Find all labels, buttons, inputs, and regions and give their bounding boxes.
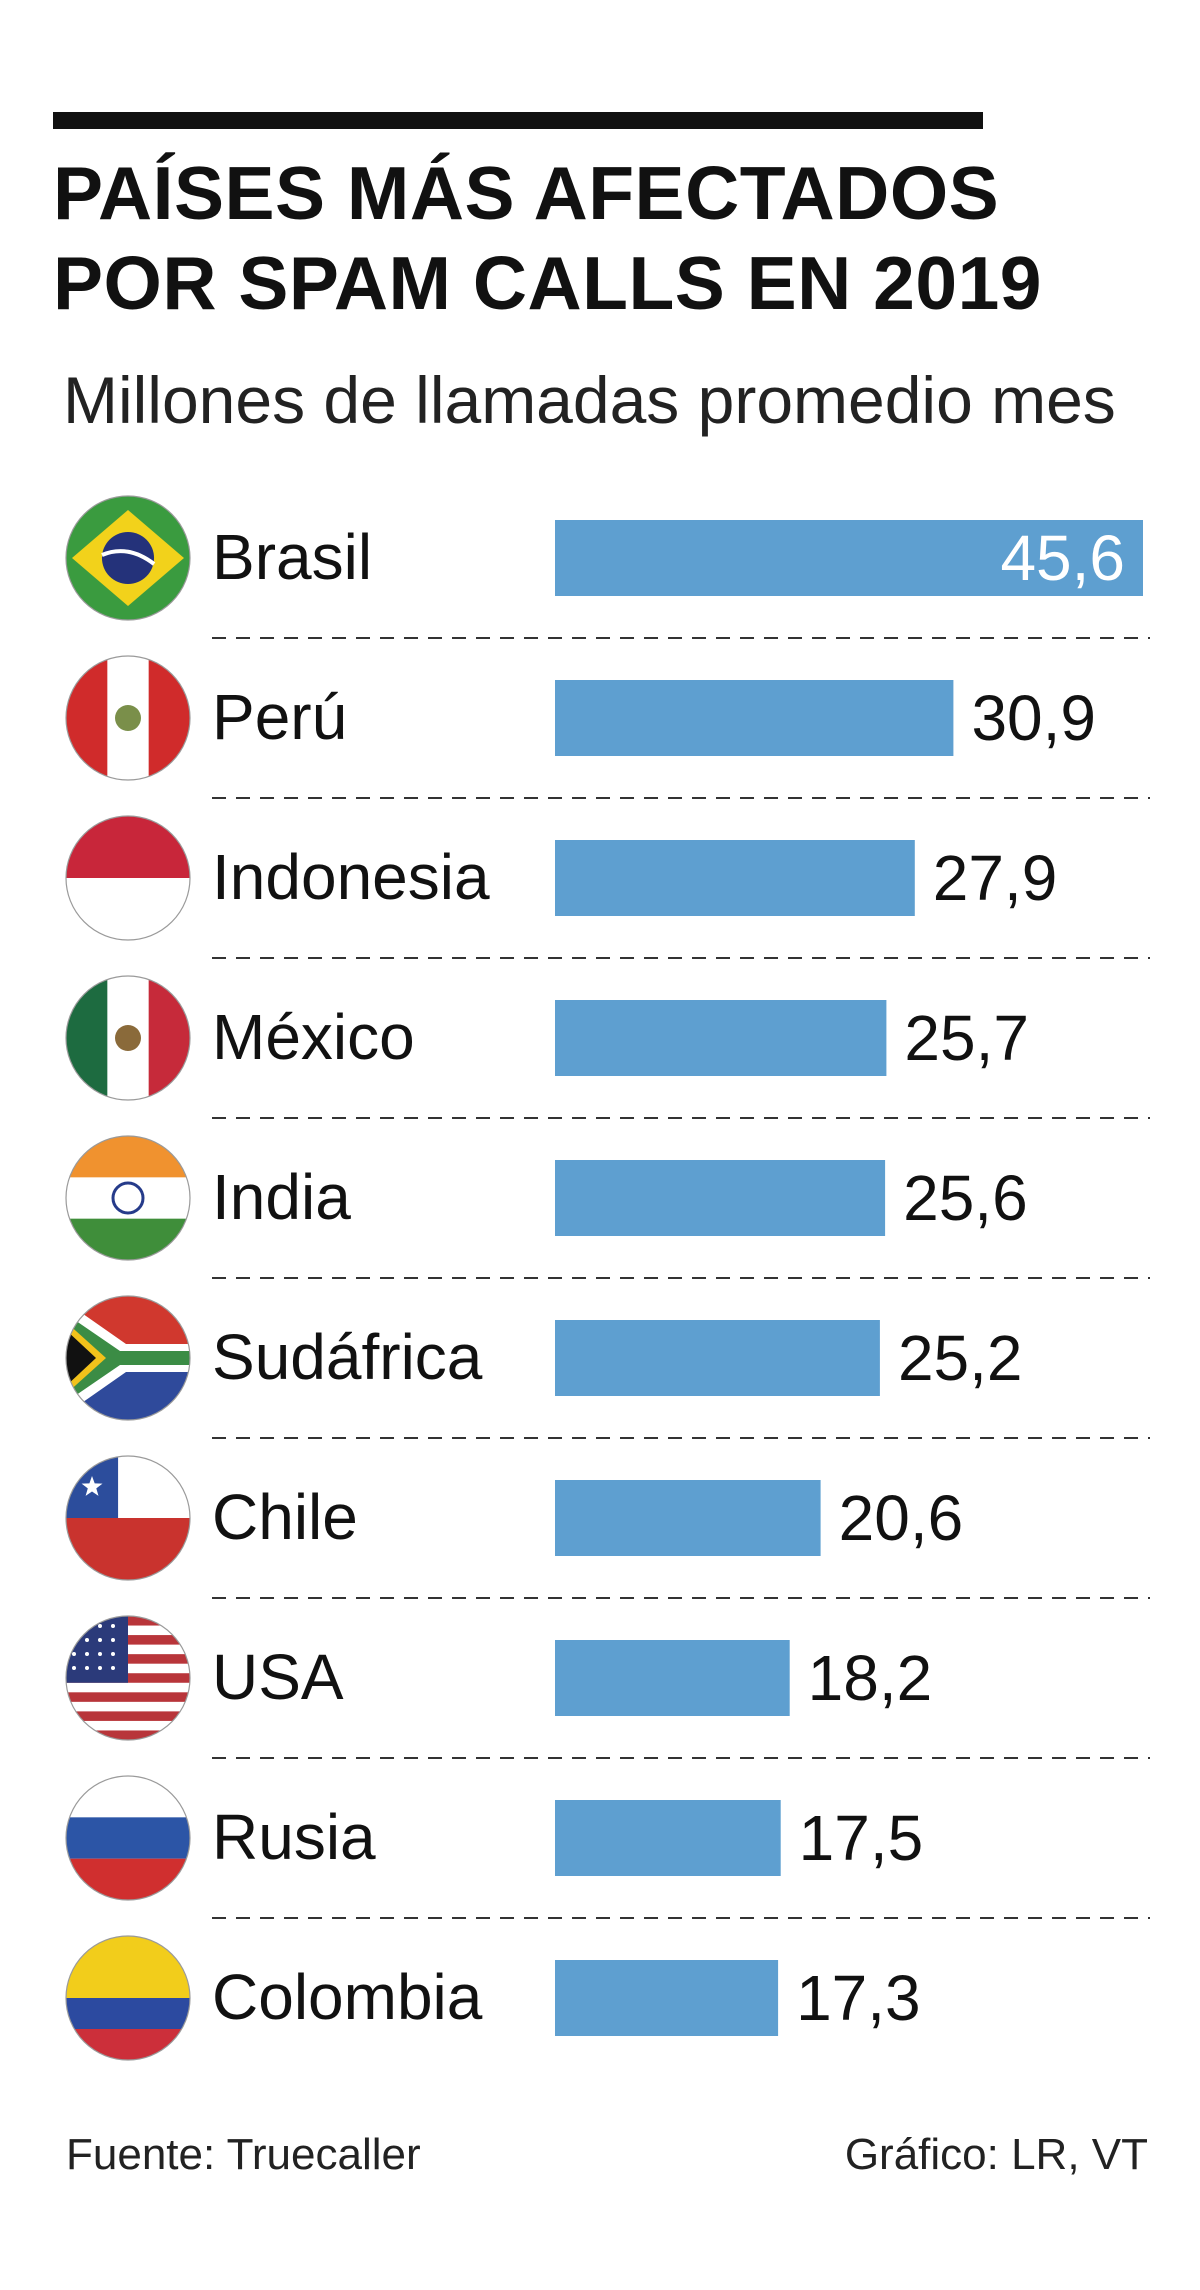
bar <box>555 840 915 916</box>
bar <box>555 680 954 756</box>
flag-south-africa-icon <box>65 1295 191 1421</box>
category-label: Colombia <box>212 1961 483 2033</box>
category-label: Sudáfrica <box>212 1321 483 1393</box>
credit-note: Gráfico: LR, VT <box>844 2130 1148 2179</box>
flag-colombia-icon <box>65 1935 191 2061</box>
bar <box>555 1320 880 1396</box>
category-label: Perú <box>212 681 347 753</box>
category-label: Rusia <box>212 1801 376 1873</box>
title-line-2: POR SPAM CALLS EN 2019 <box>53 241 1043 325</box>
flag-chile-icon <box>65 1455 191 1581</box>
value-label: 27,9 <box>933 842 1058 914</box>
value-label: 25,2 <box>898 1322 1023 1394</box>
flag-brazil-icon <box>65 495 191 621</box>
chart-row: Brasil 45,6 <box>65 495 1150 639</box>
bar <box>555 1640 790 1716</box>
chart-row: Chile 20,6 <box>65 1455 1150 1599</box>
chart-row: Sudáfrica 25,2 <box>65 1295 1150 1439</box>
chart-row: Rusia 17,5 <box>65 1775 1150 1919</box>
chart-row: India 25,6 <box>65 1135 1150 1279</box>
value-label: 20,6 <box>839 1482 964 1554</box>
flag-peru-icon <box>65 655 191 781</box>
value-label: 25,6 <box>903 1162 1028 1234</box>
bar-chart: Brasil 45,6 Perú 30,9 Indonesia 27,9 México 25,… <box>65 495 1150 2061</box>
category-label: USA <box>212 1641 344 1713</box>
category-label: México <box>212 1001 415 1073</box>
chart-row: Colombia 17,3 <box>65 1935 921 2061</box>
category-label: Chile <box>212 1481 358 1553</box>
flag-mexico-icon <box>65 975 191 1101</box>
chart-row: Perú 30,9 <box>65 655 1150 799</box>
flag-russia-icon <box>65 1775 191 1901</box>
flag-india-icon <box>65 1135 191 1261</box>
bar <box>555 1800 781 1876</box>
value-label: 30,9 <box>971 682 1096 754</box>
value-label: 17,3 <box>796 1962 921 2034</box>
bar <box>555 1480 821 1556</box>
chart-row: Indonesia 27,9 <box>65 815 1150 959</box>
value-label: 25,7 <box>904 1002 1029 1074</box>
value-label: 45,6 <box>1000 522 1125 594</box>
bar <box>555 1160 886 1236</box>
bar <box>555 1000 887 1076</box>
category-label: India <box>212 1161 351 1233</box>
chart-title: PAÍSES MÁS AFECTADOS POR SPAM CALLS EN 2… <box>53 148 1042 328</box>
flag-usa-icon <box>65 1615 191 1741</box>
source-note: Fuente: Truecaller <box>66 2130 421 2179</box>
flag-indonesia-icon <box>65 815 191 941</box>
category-label: Brasil <box>212 521 372 593</box>
chart-row: USA 18,2 <box>65 1615 1150 1759</box>
top-rule <box>53 112 983 129</box>
bar <box>555 520 1143 596</box>
category-label: Indonesia <box>212 841 490 913</box>
bar <box>555 1960 779 2036</box>
title-line-1: PAÍSES MÁS AFECTADOS <box>53 151 1000 235</box>
value-label: 18,2 <box>808 1642 933 1714</box>
value-label: 17,5 <box>799 1802 924 1874</box>
chart-subtitle: Millones de llamadas promedio mes <box>63 363 1116 437</box>
chart-row: México 25,7 <box>65 975 1150 1119</box>
